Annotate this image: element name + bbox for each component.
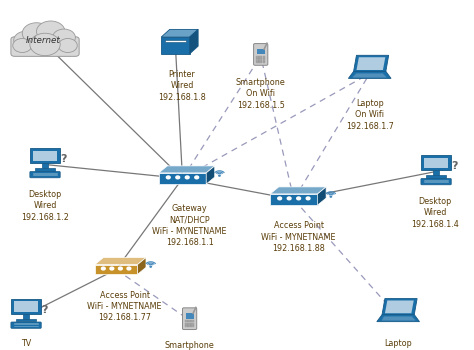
Circle shape xyxy=(53,29,75,46)
FancyBboxPatch shape xyxy=(263,58,265,61)
FancyBboxPatch shape xyxy=(421,155,451,170)
FancyBboxPatch shape xyxy=(256,49,265,55)
FancyBboxPatch shape xyxy=(191,320,194,322)
Circle shape xyxy=(118,267,122,270)
Circle shape xyxy=(330,196,331,197)
Text: ?: ? xyxy=(451,161,457,171)
Circle shape xyxy=(287,197,291,200)
Polygon shape xyxy=(190,29,198,54)
FancyBboxPatch shape xyxy=(185,320,188,322)
Polygon shape xyxy=(348,71,391,78)
Circle shape xyxy=(110,267,114,270)
FancyBboxPatch shape xyxy=(256,58,259,61)
FancyBboxPatch shape xyxy=(11,322,41,328)
Polygon shape xyxy=(382,299,417,315)
FancyBboxPatch shape xyxy=(185,323,188,325)
Text: Access Point
WiFi - MYNETNAME
192.168.1.77: Access Point WiFi - MYNETNAME 192.168.1.… xyxy=(87,290,162,322)
Polygon shape xyxy=(137,258,146,274)
Polygon shape xyxy=(318,187,326,205)
Text: Laptop
On Wifi
192.168.1.7: Laptop On Wifi 192.168.1.7 xyxy=(346,99,394,131)
Circle shape xyxy=(58,38,77,52)
Circle shape xyxy=(185,176,189,179)
Polygon shape xyxy=(206,166,215,184)
Text: Access Point
WiFi - MYNETNAME
192.168.1.88: Access Point WiFi - MYNETNAME 192.168.1.… xyxy=(261,221,336,253)
Circle shape xyxy=(306,197,310,200)
Text: Smartphone
On Wifi
192.168.1.5: Smartphone On Wifi 192.168.1.5 xyxy=(236,78,285,110)
Text: ?: ? xyxy=(60,154,66,164)
FancyBboxPatch shape xyxy=(161,37,190,54)
Circle shape xyxy=(14,31,38,49)
FancyBboxPatch shape xyxy=(263,61,265,63)
Circle shape xyxy=(101,267,105,270)
Polygon shape xyxy=(354,55,389,71)
Circle shape xyxy=(278,197,282,200)
Polygon shape xyxy=(377,315,419,322)
FancyBboxPatch shape xyxy=(259,56,262,58)
FancyBboxPatch shape xyxy=(426,175,446,178)
FancyBboxPatch shape xyxy=(259,58,262,61)
Polygon shape xyxy=(159,166,215,173)
FancyBboxPatch shape xyxy=(16,318,36,321)
FancyBboxPatch shape xyxy=(191,325,194,327)
FancyBboxPatch shape xyxy=(256,61,259,63)
Text: Printer
Wired
192.168.1.8: Printer Wired 192.168.1.8 xyxy=(158,70,206,102)
Circle shape xyxy=(127,267,131,270)
FancyBboxPatch shape xyxy=(185,325,188,327)
FancyBboxPatch shape xyxy=(188,323,191,325)
Polygon shape xyxy=(270,187,326,194)
FancyBboxPatch shape xyxy=(263,56,265,58)
FancyBboxPatch shape xyxy=(433,170,439,175)
Circle shape xyxy=(22,23,51,44)
Circle shape xyxy=(297,197,301,200)
FancyBboxPatch shape xyxy=(11,299,41,314)
Text: Gateway
NAT/DHCP
WiFi - MYNETNAME
192.168.1.1: Gateway NAT/DHCP WiFi - MYNETNAME 192.16… xyxy=(152,204,227,247)
Circle shape xyxy=(150,266,151,267)
FancyBboxPatch shape xyxy=(14,301,38,312)
Polygon shape xyxy=(161,29,198,37)
Text: TV
Wired
192.168.1.3: TV Wired 192.168.1.3 xyxy=(2,339,50,350)
Circle shape xyxy=(195,176,199,179)
Text: Smartphone
On Wifi
192.168.1.7: Smartphone On Wifi 192.168.1.7 xyxy=(165,341,214,350)
Polygon shape xyxy=(356,57,385,70)
FancyBboxPatch shape xyxy=(11,37,79,56)
FancyBboxPatch shape xyxy=(35,168,55,171)
FancyBboxPatch shape xyxy=(270,194,318,205)
Polygon shape xyxy=(95,258,146,265)
FancyBboxPatch shape xyxy=(421,178,451,185)
FancyBboxPatch shape xyxy=(188,320,191,322)
Text: Desktop
Wired
192.168.1.4: Desktop Wired 192.168.1.4 xyxy=(411,197,459,229)
FancyBboxPatch shape xyxy=(259,61,262,63)
Polygon shape xyxy=(385,301,414,313)
FancyBboxPatch shape xyxy=(185,313,194,319)
Circle shape xyxy=(30,33,60,56)
Circle shape xyxy=(219,175,220,176)
FancyBboxPatch shape xyxy=(33,150,57,161)
Text: ?: ? xyxy=(41,305,47,315)
FancyBboxPatch shape xyxy=(254,44,268,65)
Circle shape xyxy=(13,38,32,52)
FancyBboxPatch shape xyxy=(95,265,137,274)
FancyBboxPatch shape xyxy=(30,172,60,178)
Circle shape xyxy=(36,21,65,42)
FancyBboxPatch shape xyxy=(30,148,60,163)
FancyBboxPatch shape xyxy=(191,323,194,325)
Circle shape xyxy=(176,176,180,179)
FancyBboxPatch shape xyxy=(182,308,197,330)
FancyBboxPatch shape xyxy=(159,173,206,184)
FancyBboxPatch shape xyxy=(424,158,448,168)
FancyBboxPatch shape xyxy=(23,314,29,318)
FancyBboxPatch shape xyxy=(256,56,259,58)
Text: Laptop
OnWifi
192.168.1.6: Laptop OnWifi 192.168.1.6 xyxy=(374,340,422,350)
Circle shape xyxy=(166,176,170,179)
FancyBboxPatch shape xyxy=(164,40,186,42)
FancyBboxPatch shape xyxy=(42,163,48,168)
Text: Internet: Internet xyxy=(25,36,60,45)
FancyBboxPatch shape xyxy=(188,325,191,327)
Text: Desktop
Wired
192.168.1.2: Desktop Wired 192.168.1.2 xyxy=(21,190,69,222)
